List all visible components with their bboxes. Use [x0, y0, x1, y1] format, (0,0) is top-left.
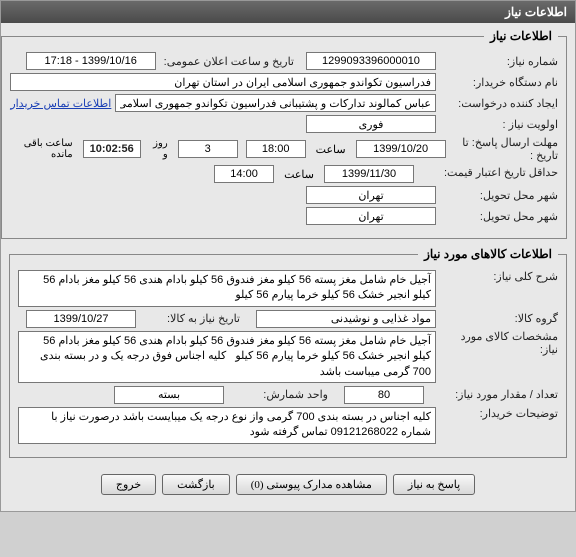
days-field[interactable] [178, 140, 238, 158]
requester-field[interactable] [115, 94, 436, 112]
validity-date-field[interactable] [324, 165, 414, 183]
unit-field[interactable] [114, 386, 224, 404]
button-bar: پاسخ به نیاز مشاهده مدارک پیوستی (0) باز… [9, 466, 567, 505]
lbl-validity: حداقل تاریخ اعتبار قیمت: [418, 167, 558, 180]
back-button[interactable]: بازگشت [162, 474, 230, 495]
lbl-days: روز و [151, 138, 168, 160]
lbl-need-no: شماره نیاز: [440, 55, 558, 68]
lbl-notes: توضیحات خریدار: [440, 407, 558, 420]
lbl-unit: واحد شمارش: [228, 388, 328, 401]
lbl-delivery-city: شهر محل تحویل: [440, 189, 558, 202]
delivery-city1-field[interactable] [306, 186, 436, 204]
buyer-field[interactable] [10, 73, 436, 91]
deadline-date-field[interactable] [356, 140, 446, 158]
delivery-city2-field[interactable] [306, 207, 436, 225]
desc-field[interactable] [18, 270, 436, 307]
group-field[interactable] [256, 310, 436, 328]
lbl-time1: ساعت [316, 143, 346, 156]
priority-field[interactable] [306, 115, 436, 133]
need-no-field[interactable] [306, 52, 436, 70]
lbl-buyer: نام دستگاه خریدار: [440, 76, 558, 89]
lbl-requester: ایجاد کننده درخواست: [440, 97, 558, 110]
lbl-time2: ساعت [284, 168, 314, 181]
validity-time-field[interactable] [214, 165, 274, 183]
window-title: اطلاعات نیاز [505, 5, 567, 19]
lbl-group: گروه کالا: [440, 312, 558, 325]
lbl-announce: تاریخ و ساعت اعلان عمومی: [160, 55, 294, 68]
lbl-desc: شرح کلی نیاز: [440, 270, 558, 283]
need-window: اطلاعات نیاز اطلاعات نیاز شماره نیاز: تا… [0, 0, 576, 512]
titlebar: اطلاعات نیاز [1, 1, 575, 23]
section-goods-info: اطلاعات کالاهای مورد نیاز شرح کلی نیاز: … [9, 247, 567, 458]
lbl-deadline: مهلت ارسال پاسخ: تا تاریخ : [450, 136, 558, 162]
section-need-info: اطلاعات نیاز شماره نیاز: تاریخ و ساعت اع… [1, 29, 567, 239]
countdown-timer: 10:02:56 [83, 140, 141, 158]
legend-need-info: اطلاعات نیاز [484, 29, 558, 43]
spec-field[interactable] [18, 331, 436, 383]
lbl-priority: اولویت نیاز : [440, 118, 558, 131]
exit-button[interactable]: خروج [101, 474, 156, 495]
reply-button[interactable]: پاسخ به نیاز [393, 474, 475, 495]
attachments-button[interactable]: مشاهده مدارک پیوستی (0) [236, 474, 387, 495]
notes-field[interactable] [18, 407, 436, 444]
qty-field[interactable] [344, 386, 424, 404]
contact-link[interactable]: اطلاعات تماس خریدار [10, 97, 111, 110]
lbl-remaining: ساعت باقی مانده [16, 138, 72, 160]
announce-field[interactable] [26, 52, 156, 70]
lbl-spec: مشخصات کالای مورد نیاز: [440, 331, 558, 357]
lbl-need-date: تاریخ نیاز به کالا: [140, 312, 240, 325]
deadline-time-field[interactable] [246, 140, 306, 158]
need-date-field[interactable] [26, 310, 136, 328]
legend-goods: اطلاعات کالاهای مورد نیاز [418, 247, 558, 261]
lbl-delivery-city2: شهر محل تحویل: [440, 210, 558, 223]
panel: اطلاعات نیاز شماره نیاز: تاریخ و ساعت اع… [1, 23, 575, 511]
lbl-qty: تعداد / مقدار مورد نیاز: [428, 388, 558, 401]
